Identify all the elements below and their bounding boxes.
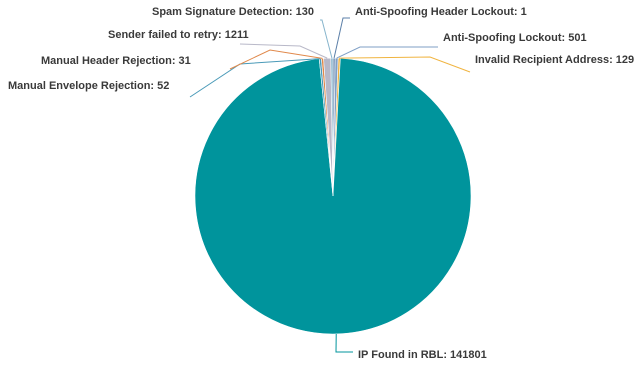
data-label-anti-spoofing-lockout: Anti-Spoofing Lockout: 501 — [443, 32, 587, 44]
data-label-anti-spoofing-header-lockout: Anti-Spoofing Header Lockout: 1 — [355, 6, 527, 18]
data-label-manual-header-rejection: Manual Header Rejection: 31 — [41, 55, 191, 67]
leader-line-anti-spoofing-header-lockout — [333, 17, 350, 59]
data-labels-layer: Anti-Spoofing Header Lockout: 1 Anti-Spoo… — [8, 6, 634, 361]
data-label-sender-failed-to-retry: Sender failed to retry: 1211 — [108, 29, 249, 41]
data-label-ip-found-in-rbl: IP Found in RBL: 141801 — [358, 349, 487, 361]
data-label-manual-envelope-rejection: Manual Envelope Rejection: 52 — [8, 80, 169, 92]
leader-line-anti-spoofing-lockout — [336, 46, 438, 59]
leader-line-invalid-recipient-address — [339, 56, 471, 73]
leader-line-sender-failed-to-retry — [239, 43, 328, 59]
data-label-invalid-recipient-address: Invalid Recipient Address: 129 — [475, 54, 634, 66]
pie-slice-ip-found-in-rbl — [194, 57, 472, 335]
leader-line-manual-header-rejection — [229, 49, 323, 70]
leader-lines-layer — [189, 17, 471, 353]
leader-line-ip-found-in-rbl — [335, 333, 353, 353]
slices-layer — [194, 57, 472, 335]
leader-line-spam-signature-detection — [320, 19, 333, 59]
data-label-spam-signature-detection: Spam Signature Detection: 130 — [152, 6, 314, 18]
